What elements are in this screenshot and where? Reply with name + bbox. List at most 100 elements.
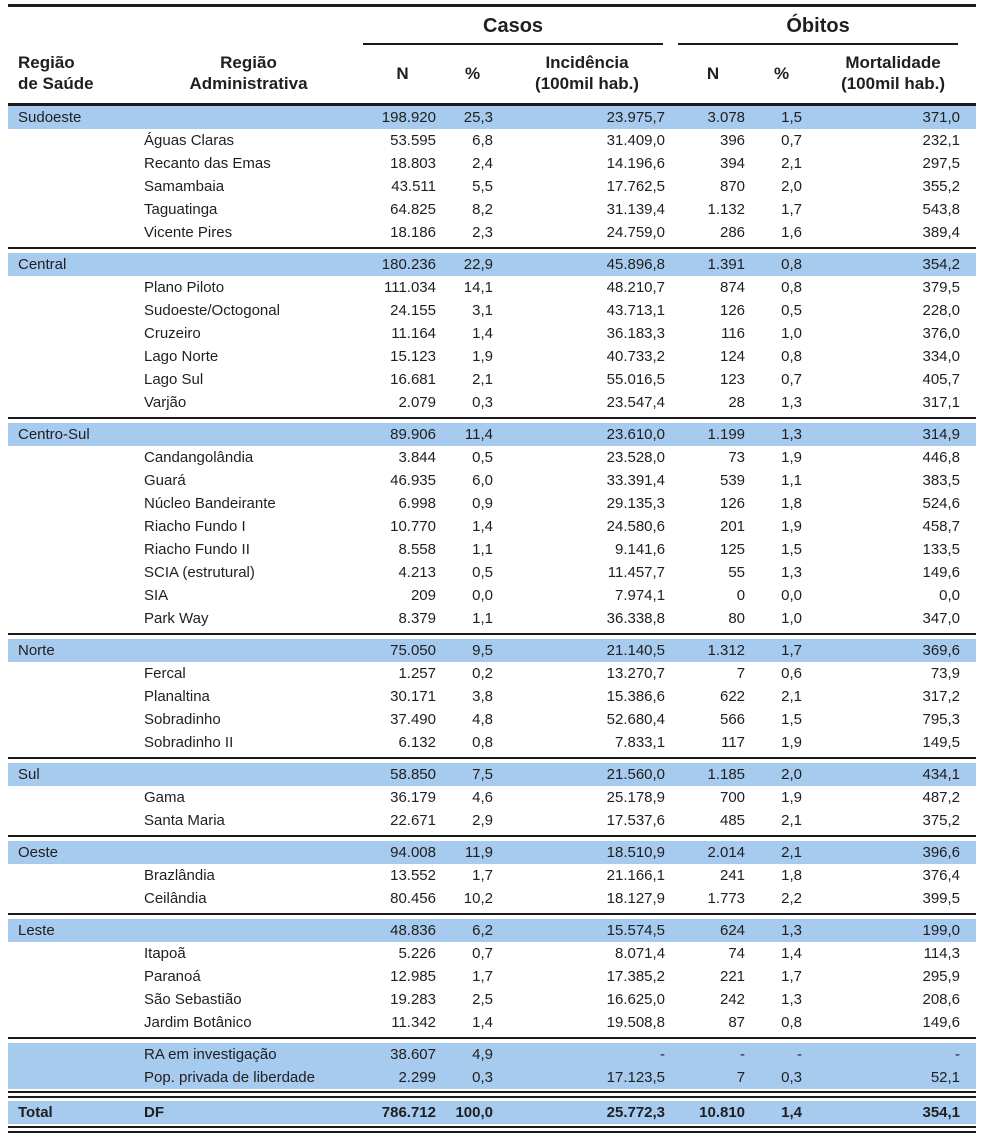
value-cell: 485 [720, 812, 746, 829]
value-cell: 3.078 [673, 104, 754, 129]
value-cell: 795,3 [922, 711, 961, 728]
value-cell: 5.226 [398, 945, 436, 962]
value-cell: 0,7 [781, 132, 803, 149]
regiao-saude-cell [8, 1011, 136, 1034]
table-row: Núcleo Bandeirante 6.998 0,9 29.135,3 126 1,8… [8, 492, 976, 515]
value-cell: 0,7 [781, 371, 803, 388]
value-cell: 1,7 [781, 201, 803, 218]
regiao-saude-cell [8, 198, 136, 221]
value-cell: 201 [720, 518, 746, 535]
group-total-row: Sul 58.850 7,5 21.560,0 1.185 2,0 434,1 [8, 763, 977, 786]
value-cell: 1,0 [781, 325, 803, 342]
value-cell: 1.185 [673, 763, 754, 786]
value-cell: 15.386,6 [606, 688, 666, 705]
value-cell: 0,3 [472, 394, 493, 411]
regiao-saude-cell [8, 584, 136, 607]
value-cell: 29.135,3 [606, 495, 666, 512]
value-cell: 2,0 [753, 763, 811, 786]
value-cell: 209 [410, 587, 436, 604]
regiao-saude-cell [8, 515, 136, 538]
value-cell: 15.574,5 [501, 919, 674, 942]
value-cell: 43.713,1 [606, 302, 666, 319]
value-cell: 622 [720, 688, 746, 705]
value-cell: 17.123,5 [501, 1066, 674, 1089]
value-cell: 1,7 [472, 968, 493, 985]
value-cell: 375,2 [922, 812, 961, 829]
value-cell: 0,5 [472, 449, 493, 466]
rule-separator [8, 1034, 977, 1043]
regiao-administrativa-cell [136, 104, 361, 129]
value-cell: 1.132 [707, 201, 746, 218]
value-cell: 0,2 [472, 665, 493, 682]
value-cell: 2.299 [361, 1066, 444, 1089]
regiao-administrativa-cell: Cruzeiro [144, 325, 201, 342]
value-cell: 58.850 [361, 763, 444, 786]
value-cell: 1.199 [673, 423, 754, 446]
value-cell: 117 [721, 734, 746, 751]
table-row: Plano Piloto 111.034 14,1 48.210,7 874 0,8 379… [8, 276, 976, 299]
value-cell: 394 [720, 155, 746, 172]
value-cell: 17.762,5 [606, 178, 666, 195]
value-cell: 208,6 [922, 991, 961, 1008]
value-cell: 12.985 [390, 968, 436, 985]
value-cell: 2,5 [472, 991, 493, 1008]
regiao-administrativa-cell: SIA [144, 587, 169, 604]
value-cell: 18.186 [390, 224, 436, 241]
value-cell: 0,3 [444, 1066, 501, 1089]
value-cell: 31.139,4 [606, 201, 666, 218]
table-row: Paranoá 12.985 1,7 17.385,2 221 1,7 295,9 [8, 965, 976, 988]
value-cell: 13.270,7 [606, 665, 666, 682]
value-cell: 11,9 [444, 841, 501, 864]
value-cell: 317,1 [922, 394, 961, 411]
value-cell: 0,0 [939, 587, 961, 604]
value-cell: 25.178,9 [606, 789, 666, 806]
regiao-saude-cell [8, 538, 136, 561]
regiao-administrativa-cell: Sobradinho II [144, 734, 234, 751]
group-total-row: Oeste 94.008 11,9 18.510,9 2.014 2,1 396,6 [8, 841, 977, 864]
regiao-administrativa-cell: Riacho Fundo II [144, 541, 250, 558]
regiao-administrativa-cell: São Sebastião [144, 991, 242, 1008]
regiao-administrativa-cell: Guará [144, 472, 186, 489]
regiao-administrativa-cell [136, 919, 361, 942]
regiao-administrativa-cell: Park Way [144, 610, 209, 627]
value-cell: 55.016,5 [606, 371, 666, 388]
total-row: Total DF 786.712 100,0 25.772,3 10.810 1,4 354,… [8, 1101, 977, 1124]
value-cell: 1,9 [781, 734, 803, 751]
value-cell: 126 [720, 302, 746, 319]
value-cell: 317,2 [922, 688, 961, 705]
value-cell: 0,3 [753, 1066, 811, 1089]
value-cell: 396,6 [810, 841, 977, 864]
regiao-administrativa-cell: Jardim Botânico [144, 1014, 252, 1031]
value-cell: 1,9 [781, 789, 803, 806]
value-cell: 1,4 [472, 1014, 493, 1031]
value-cell: 0,8 [472, 734, 493, 751]
extra-row: Pop. privada de liberdade 2.299 0,3 17.123,… [8, 1066, 977, 1089]
table-row: Sudoeste/Octogonal 24.155 3,1 43.713,1 126 0,… [8, 299, 976, 322]
value-cell: 487,2 [922, 789, 961, 806]
value-cell: 2,9 [472, 812, 493, 829]
separator-cell [8, 754, 977, 763]
regiao-saude-cell [8, 607, 136, 630]
value-cell: 75.050 [361, 639, 444, 662]
value-cell: 4,9 [444, 1043, 501, 1066]
separator-cell [8, 832, 977, 841]
value-cell: 10,2 [463, 890, 493, 907]
value-cell: 18.510,9 [501, 841, 674, 864]
value-cell: 0,8 [781, 348, 803, 365]
value-cell: 149,6 [922, 1014, 961, 1031]
regiao-administrativa-cell: Gama [144, 789, 185, 806]
value-cell: 87 [728, 1014, 746, 1031]
value-cell: 347,0 [922, 610, 961, 627]
value-cell: 7 [736, 665, 746, 682]
value-cell: 6,8 [472, 132, 493, 149]
value-cell: 36.183,3 [606, 325, 666, 342]
separator-cell [8, 244, 977, 253]
value-cell: 36.338,8 [606, 610, 666, 627]
value-cell: 24.155 [390, 302, 436, 319]
regiao-saude-cell [8, 887, 136, 910]
value-cell: 354,1 [810, 1101, 977, 1124]
table-row: Gama 36.179 4,6 25.178,9 700 1,9 487,2 [8, 786, 976, 809]
double-rule-separator [8, 1124, 977, 1136]
value-cell: 11.342 [391, 1014, 436, 1031]
value-cell: 376,0 [922, 325, 961, 342]
